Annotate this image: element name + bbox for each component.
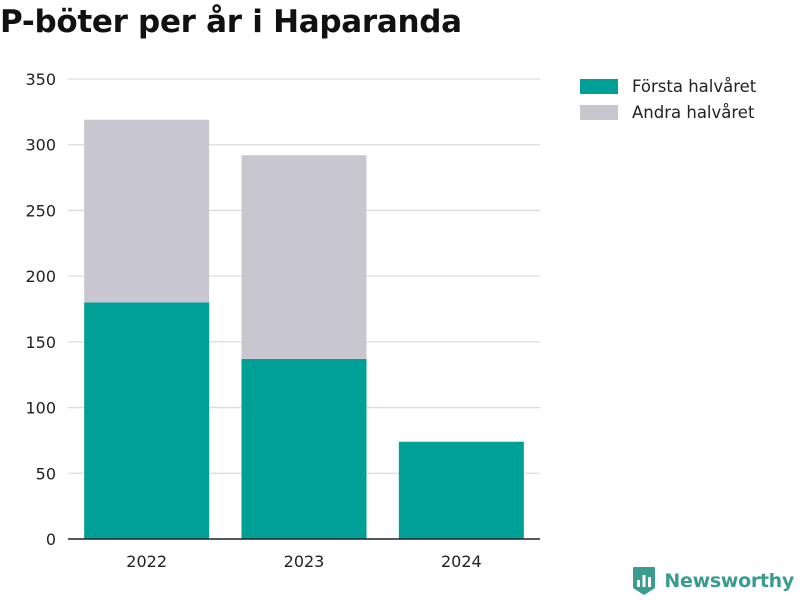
y-axis-tick-labels: 0 50 100 150 200 250 300 350 (25, 70, 56, 549)
y-tick-label: 250 (25, 201, 56, 220)
legend-item-series-1[interactable]: Första halvåret (580, 73, 756, 99)
bar-2022-series-1[interactable] (84, 302, 210, 539)
bar-2023-series-1[interactable] (241, 358, 367, 539)
newsworthy-chart-logo-icon (633, 567, 656, 595)
chart-title: P-böter per år i Haparanda (0, 4, 462, 40)
legend-label-series-2: Andra halvåret (632, 102, 755, 122)
bars (84, 119, 524, 539)
y-tick-label: 300 (25, 136, 56, 155)
legend-swatch-series-1 (580, 78, 618, 94)
x-tick-label: 2024 (441, 552, 482, 571)
y-tick-label: 0 (46, 530, 56, 549)
legend-item-series-2[interactable]: Andra halvåret (580, 99, 756, 125)
y-tick-label: 200 (25, 267, 56, 286)
y-tick-label: 100 (25, 399, 56, 418)
bar-2023-series-2[interactable] (241, 155, 367, 359)
y-tick-label: 50 (36, 464, 56, 483)
bar-2022-series-2[interactable] (84, 119, 210, 303)
x-axis-tick-labels: 2022 2023 2024 (126, 552, 481, 571)
brand-name: Newsworthy (664, 570, 794, 592)
y-tick-label: 350 (25, 70, 56, 89)
bar-2024-series-1[interactable] (398, 441, 524, 539)
x-tick-label: 2022 (126, 552, 167, 571)
y-tick-label: 150 (25, 333, 56, 352)
brand-logo[interactable]: Newsworthy (632, 566, 794, 596)
legend: Första halvåret Andra halvåret (580, 73, 756, 125)
x-tick-label: 2023 (284, 552, 325, 571)
legend-label-series-1: Första halvåret (632, 76, 757, 96)
legend-swatch-series-2 (580, 104, 618, 120)
